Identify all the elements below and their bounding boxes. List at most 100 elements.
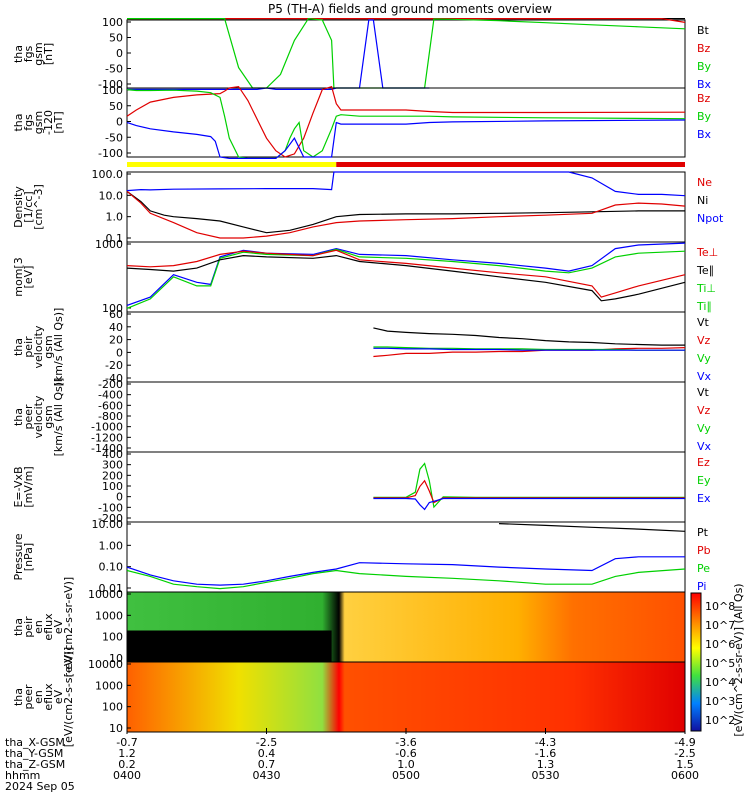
ylabel-line: en [32,690,45,704]
series-Bz [127,18,686,23]
colorbar-label: [eV/(cm^2-s-sr-eV)] (All Qs) [732,583,745,736]
colorbar-bar [690,592,702,732]
ytick-label: 1000 [95,238,123,251]
ephem-value: -4.9 [674,736,695,749]
ylabel-line: gsm [32,111,45,134]
ylabel-line: velocity [32,325,45,368]
legend-Pe: Pe [697,562,710,575]
ylabel-line: tha [12,338,25,356]
ytick-label: 10.00 [92,518,124,531]
ytick-label: 10000 [88,658,123,671]
ytick-label: 100 [102,480,123,493]
colorbar-tick: 10^6 [705,638,735,651]
ylabel-line: [km/s (All Qs)] [52,308,65,387]
colorbar-tick: 10^5 [705,657,735,670]
legend-Ni: Ni [697,194,708,207]
ytick-label: 10.0 [99,189,124,202]
legend-Te⊥: Te⊥ [696,246,718,259]
ytick-label: 10 [109,722,123,735]
ylabel-line: tha [12,113,25,131]
ephem-value: 0600 [671,769,699,782]
legend-Vx: Vx [697,370,712,383]
ytick-label: 20 [109,334,123,347]
ytick-label: 1.0 [106,211,124,224]
legend-By: By [697,110,712,123]
ylabel-line: -120 [42,110,55,135]
ephem-value: 1.0 [397,758,415,771]
ylabel-line: peer [22,684,35,710]
ephemeris-axis: tha_X-GSM -0.7 -2.5 -3.6 -4.3 -4.9 tha_Y-GSM 1.… [5,728,699,793]
series-Vx [373,347,685,351]
series-Pe [126,568,686,590]
ylabel-line: [eV/(cm2-s-sr-eV)] [62,577,75,677]
ytick-label: 0.01 [99,582,124,595]
ytick-label: -200 [98,378,123,391]
ytick-label: 300 [102,459,123,472]
panel-frame [126,87,686,158]
ytick-label: -400 [98,389,123,402]
legend-Vt: Vt [697,386,710,399]
mode-bar-segment-1 [336,162,685,167]
ytick-label: -600 [98,399,123,412]
ytick-label: 40 [109,321,123,334]
ylabel-line: [nPa] [22,543,35,571]
panel-pressure: Pressure[nPa] 10.00 1.00 0.10 0.01 Pt Pb Pe Pi [12,518,711,595]
series-Ti∥ [126,248,686,309]
legend-Vx: Vx [697,440,712,453]
panels: thafgsgsm[nT]100500-50-100BtBzByBxthafgs… [12,16,745,747]
series-Pi [126,556,685,586]
series-Npot [126,171,686,197]
series-By [127,17,686,89]
legend-Vz: Vz [697,334,711,347]
ylabel-line: [km/s (All Qs)] [52,378,65,457]
series-Ez [373,479,685,504]
series-Ne [126,190,686,239]
heatmap-empty-region [127,630,332,662]
ephem-value: 0500 [392,769,420,782]
ytick-label: -200 [98,512,123,525]
series-Vz [373,347,686,358]
panel-frame [126,19,686,89]
ytick-label: -50 [105,63,123,76]
ytick-label: 0 [116,346,123,359]
ephem-value: -2.5 [674,747,695,760]
series-Pt [498,523,686,532]
ylabel-line: gsm [42,405,55,428]
ytick-label: 100 [102,302,123,315]
series-Ni [126,190,685,234]
ytick-label: 100 [102,701,123,714]
panel-temperature: mom[3[eV] 1000 100 Te⊥ Te∥ Ti⊥ Ti∥ [12,238,718,315]
legend-Vz: Vz [697,404,711,417]
ephem-value: 0430 [253,769,281,782]
ylabel-line: gsm [32,42,45,65]
series-Ti [126,242,686,306]
colorbar-tick: 10^3 [705,695,735,708]
ephem-label: tha_Z-GSM [5,758,65,771]
panel-frame [126,241,686,313]
ytick-label: 1000 [95,609,123,622]
panel-density: Density[1/cc][cm^-3] 100.0 10.0 1.0 0.1 Ne Ni N… [12,168,724,245]
ytick-label: -100 [98,78,123,91]
ylabel-line: tha [12,688,25,706]
ytick-label: 100 [102,16,123,29]
colorbar-tick: 10^8 [705,600,735,613]
ytick-label: -1400 [91,442,123,455]
legend-Pi: Pi [697,580,706,593]
ephem-label: tha_Y-GSM [5,747,63,760]
series-Ex [373,497,685,511]
heatmap-image [127,662,685,732]
ylabel-line: [1/cc] [22,191,35,222]
ylabel-line: [eV/(cm2-s-sr-eV)] [62,647,75,747]
ytick-label: -20 [105,359,123,372]
ytick-label: -1200 [91,431,123,444]
ephem-value: -0.6 [395,747,416,760]
ytick-label: 10 [109,652,123,665]
colorbar: 10^8 10^7 10^6 10^5 10^4 10^3 10^2[eV/(cm^2-s-… [690,583,745,737]
ephem-label: hhmm [5,769,40,782]
ylabel-line: E=-VxB [12,466,25,507]
